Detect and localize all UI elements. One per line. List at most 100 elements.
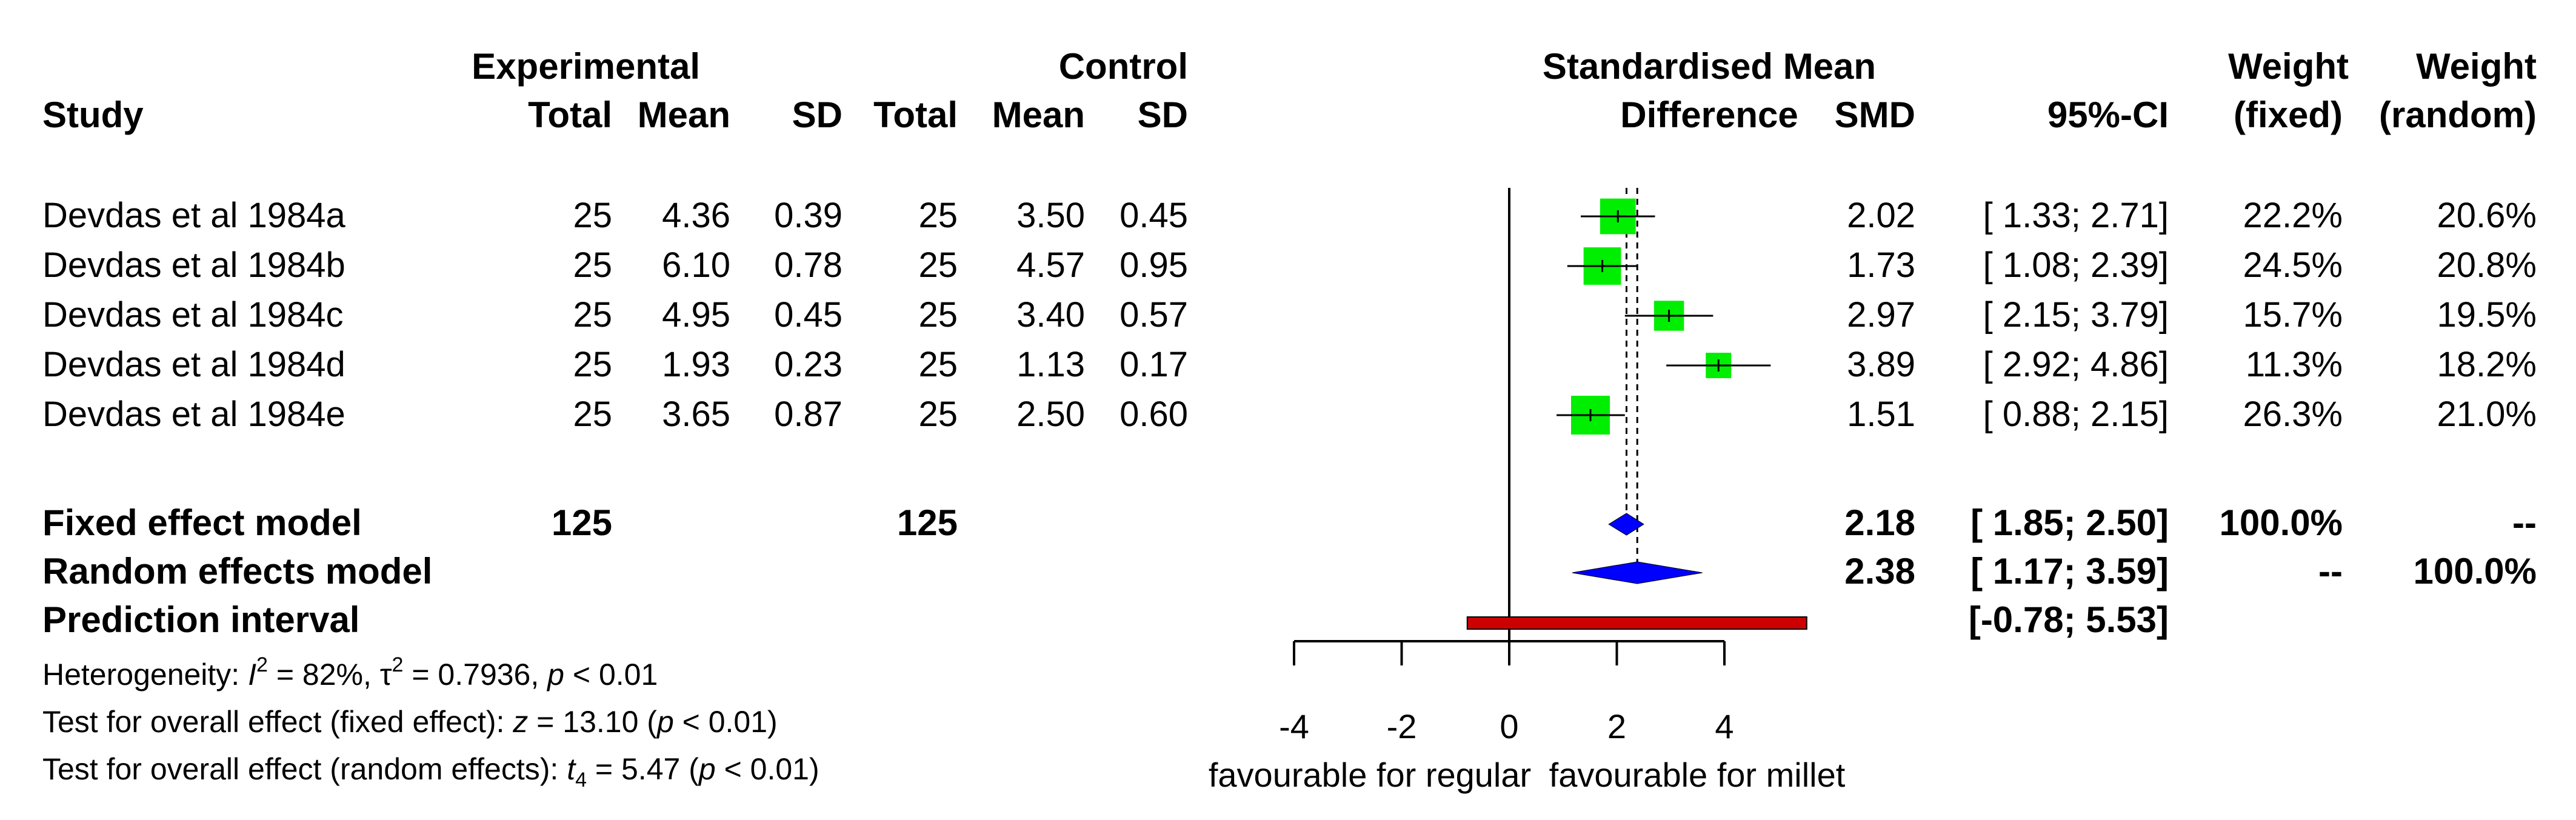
study-c-mean: 3.50 [1016, 196, 1085, 235]
study-rows: Devdas et al 1984a 25 4.36 0.39 25 3.50 0.45 2.… [42, 196, 2537, 434]
random-ci: [ 1.17; 3.59] [1970, 551, 2169, 592]
study-estimate [1567, 247, 1638, 285]
study-name: Devdas et al 1984b [42, 245, 345, 285]
header-smd: SMD [1835, 95, 1915, 135]
study-w-random: 18.2% [2437, 345, 2537, 384]
header-random: (random) [2379, 95, 2537, 135]
fixed-smd: 2.18 [1844, 502, 1915, 543]
fixed-ci: [ 1.85; 2.50] [1970, 502, 2169, 543]
header-c-mean: Mean [992, 95, 1085, 135]
study-e-mean: 3.65 [662, 395, 730, 434]
study-e-total: 25 [573, 295, 612, 335]
study-row: Devdas et al 1984d 25 1.93 0.23 25 1.13 0.17 3.… [42, 345, 2537, 384]
study-name: Devdas et al 1984e [42, 395, 345, 434]
header-fixed: (fixed) [2234, 95, 2343, 135]
random-test-line: Test for overall effect (random effects)… [42, 752, 819, 792]
study-e-total: 25 [573, 395, 612, 434]
study-w-fixed: 22.2% [2243, 196, 2343, 235]
header-control: Control [1059, 46, 1188, 87]
heterogeneity-line: Heterogeneity: I2 = 82%, τ2 = 0.7936, p … [42, 653, 658, 692]
study-e-mean: 1.93 [662, 345, 730, 384]
header-experimental: Experimental [472, 46, 700, 87]
study-e-sd: 0.87 [774, 395, 843, 434]
study-row: Devdas et al 1984e 25 3.65 0.87 25 2.50 0.60 1.… [42, 395, 2537, 434]
header-study: Study [42, 95, 144, 135]
forest-plot: -4 -2 0 2 4 favourable for regular favourable … [1209, 188, 1846, 794]
header-weight-fixed: Weight [2228, 46, 2349, 87]
study-c-sd: 0.57 [1119, 295, 1188, 335]
study-smd: 1.51 [1847, 395, 1915, 434]
study-smd: 2.97 [1847, 295, 1915, 335]
study-c-mean: 3.40 [1016, 295, 1085, 335]
x-label-right: favourable for millet [1549, 756, 1846, 794]
footer-stats: Heterogeneity: I2 = 82%, τ2 = 0.7936, p … [42, 653, 819, 792]
header-smd-title-2: Difference [1620, 95, 1798, 135]
random-model-label: Random effects model [42, 551, 432, 592]
study-e-mean: 4.36 [662, 196, 730, 235]
random-w-random: 100.0% [2414, 551, 2537, 592]
study-e-total: 25 [573, 196, 612, 235]
header: Experimental Control Standardised Mean W… [42, 46, 2537, 135]
study-smd: 3.89 [1847, 345, 1915, 384]
study-w-fixed: 26.3% [2243, 395, 2343, 434]
study-c-sd: 0.95 [1119, 245, 1188, 285]
study-e-mean: 6.10 [662, 245, 730, 285]
fixed-e-total: 125 [552, 502, 612, 543]
study-estimate [1624, 301, 1713, 331]
random-effect-diamond [1572, 561, 1703, 584]
study-estimate [1581, 198, 1655, 235]
prediction-ci: [-0.78; 5.53] [1969, 599, 2169, 640]
x-tick-label: -4 [1279, 707, 1309, 745]
study-w-fixed: 15.7% [2243, 295, 2343, 335]
fixed-test-line: Test for overall effect (fixed effect): … [42, 705, 778, 739]
header-e-sd: SD [792, 95, 843, 135]
header-ci: 95%-CI [2047, 95, 2169, 135]
study-row: Devdas et al 1984a 25 4.36 0.39 25 3.50 0.45 2.… [42, 196, 2537, 235]
study-c-mean: 2.50 [1016, 395, 1085, 434]
header-e-total: Total [528, 95, 612, 135]
study-e-sd: 0.39 [774, 196, 843, 235]
study-e-total: 25 [573, 345, 612, 384]
study-e-sd: 0.45 [774, 295, 843, 335]
fixed-effect-diamond [1608, 513, 1644, 536]
study-ci: [ 2.92; 4.86] [1983, 345, 2169, 384]
prediction-interval-bar [1466, 616, 1807, 630]
study-c-sd: 0.45 [1119, 196, 1188, 235]
study-ci: [ 0.88; 2.15] [1983, 395, 2169, 434]
study-c-mean: 1.13 [1016, 345, 1085, 384]
study-c-mean: 4.57 [1016, 245, 1085, 285]
study-w-random: 19.5% [2437, 295, 2537, 335]
x-tick-label: 2 [1607, 707, 1626, 745]
random-smd: 2.38 [1844, 551, 1915, 592]
header-smd-title-1: Standardised Mean [1543, 46, 1876, 87]
study-c-total: 25 [918, 395, 958, 434]
x-tick-label: 0 [1500, 707, 1518, 745]
study-c-total: 25 [918, 345, 958, 384]
study-w-random: 20.8% [2437, 245, 2537, 285]
fixed-c-total: 125 [897, 502, 958, 543]
x-tick-label: 4 [1715, 707, 1733, 745]
study-c-sd: 0.17 [1119, 345, 1188, 384]
header-c-total: Total [873, 95, 958, 135]
study-c-total: 25 [918, 245, 958, 285]
study-ci: [ 1.08; 2.39] [1983, 245, 2169, 285]
header-e-mean: Mean [638, 95, 730, 135]
study-e-mean: 4.95 [662, 295, 730, 335]
summary-rows: Fixed effect model 125 125 2.18 [ 1.85; … [42, 502, 2537, 640]
study-name: Devdas et al 1984a [42, 196, 346, 235]
header-c-sd: SD [1138, 95, 1188, 135]
study-e-total: 25 [573, 245, 612, 285]
study-ci: [ 1.33; 2.71] [1983, 196, 2169, 235]
header-weight-random: Weight [2416, 46, 2537, 87]
study-estimate [1557, 396, 1625, 435]
study-w-random: 21.0% [2437, 395, 2537, 434]
study-c-total: 25 [918, 196, 958, 235]
study-w-fixed: 24.5% [2243, 245, 2343, 285]
study-row: Devdas et al 1984b 25 6.10 0.78 25 4.57 0.95 1.… [42, 245, 2537, 285]
study-w-fixed: 11.3% [2246, 345, 2343, 384]
study-w-random: 20.6% [2437, 196, 2537, 235]
fixed-model-label: Fixed effect model [42, 502, 362, 543]
study-smd: 1.73 [1847, 245, 1915, 285]
study-c-total: 25 [918, 295, 958, 335]
